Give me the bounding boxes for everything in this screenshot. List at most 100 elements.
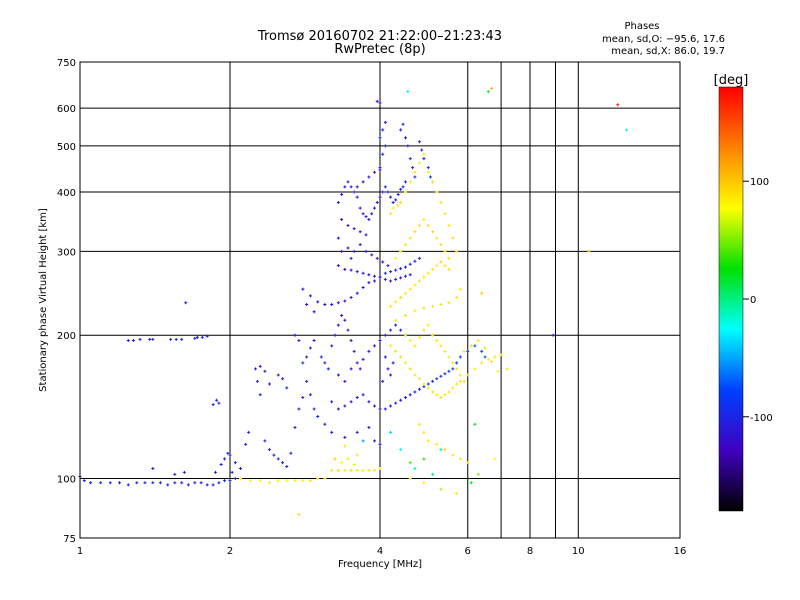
data-point — [428, 175, 432, 179]
data-point — [213, 470, 217, 474]
data-point — [364, 249, 368, 253]
data-point — [151, 481, 155, 485]
data-point — [364, 233, 368, 237]
data-point — [391, 206, 395, 210]
data-point — [258, 479, 262, 483]
data-point — [451, 386, 455, 390]
data-point — [422, 218, 426, 222]
data-point — [408, 287, 412, 291]
data-point — [413, 373, 417, 377]
data-point — [469, 344, 473, 348]
data-point — [346, 246, 350, 250]
data-point — [346, 457, 350, 461]
data-point — [386, 264, 390, 268]
data-point — [316, 300, 320, 304]
data-point — [195, 335, 199, 339]
data-point — [293, 333, 297, 337]
data-point — [435, 236, 439, 240]
data-point — [551, 333, 555, 337]
data-point — [355, 291, 359, 295]
data-point — [281, 461, 285, 465]
data-point — [340, 193, 344, 197]
x-tick-label: 1 — [77, 546, 83, 557]
y-tick-label: 600 — [57, 104, 76, 115]
data-point — [455, 382, 459, 386]
data-point — [447, 369, 451, 373]
data-point — [431, 230, 435, 234]
data-point — [422, 382, 426, 386]
data-point — [336, 264, 340, 268]
data-point — [381, 152, 385, 156]
data-point — [349, 296, 353, 300]
data-point — [367, 468, 371, 472]
data-point — [349, 256, 353, 260]
data-point — [330, 344, 334, 348]
data-point — [355, 453, 359, 457]
data-point — [378, 195, 382, 199]
data-point — [413, 466, 417, 470]
data-point — [394, 318, 398, 322]
data-point — [480, 349, 484, 353]
data-point — [370, 253, 374, 257]
data-point — [340, 461, 344, 465]
data-point — [396, 193, 400, 197]
data-point — [399, 328, 403, 332]
data-point — [340, 218, 344, 222]
data-point — [455, 361, 459, 365]
data-point — [352, 349, 356, 353]
data-point — [180, 481, 184, 485]
x-tick-label: 2 — [227, 546, 233, 557]
data-point — [126, 483, 130, 487]
data-point — [346, 328, 350, 332]
data-point — [476, 472, 480, 476]
data-point — [466, 461, 470, 465]
data-point — [340, 314, 344, 318]
data-point — [378, 168, 382, 172]
data-point — [403, 274, 407, 278]
data-point — [336, 323, 340, 327]
data-point — [413, 390, 417, 394]
data-point — [403, 265, 407, 269]
data-point — [483, 346, 487, 350]
data-point — [131, 338, 135, 342]
y-tick-label: 100 — [57, 475, 76, 486]
data-point — [361, 271, 365, 275]
data-point — [373, 279, 377, 283]
data-point — [373, 274, 377, 278]
data-point — [431, 304, 435, 308]
data-point — [399, 276, 403, 280]
data-point — [375, 256, 379, 260]
data-point — [239, 477, 243, 481]
data-point — [193, 336, 197, 340]
y-ticks: 75 100 200 300 400 500 600 750 — [57, 58, 76, 545]
data-point — [413, 170, 417, 174]
data-point — [89, 481, 93, 485]
data-point — [336, 201, 340, 205]
data-point — [381, 128, 385, 132]
data-point — [458, 457, 462, 461]
data-point — [349, 400, 353, 404]
data-point — [403, 395, 407, 399]
data-point — [401, 185, 405, 189]
data-points — [78, 86, 629, 517]
data-point — [223, 457, 227, 461]
data-point — [308, 393, 312, 397]
data-point — [166, 483, 170, 487]
data-point — [305, 379, 309, 383]
data-point — [82, 479, 86, 483]
data-point — [435, 377, 439, 381]
data-point — [381, 190, 385, 194]
data-point — [378, 101, 382, 105]
data-point — [394, 277, 398, 281]
data-point — [244, 442, 248, 446]
data-point — [422, 306, 426, 310]
y-tick-label: 75 — [63, 534, 76, 545]
data-point — [403, 361, 407, 365]
data-point — [297, 407, 301, 411]
data-point — [439, 395, 443, 399]
data-point — [458, 287, 462, 291]
data-point — [312, 310, 316, 314]
data-point — [346, 224, 350, 228]
colorbar — [718, 86, 744, 512]
